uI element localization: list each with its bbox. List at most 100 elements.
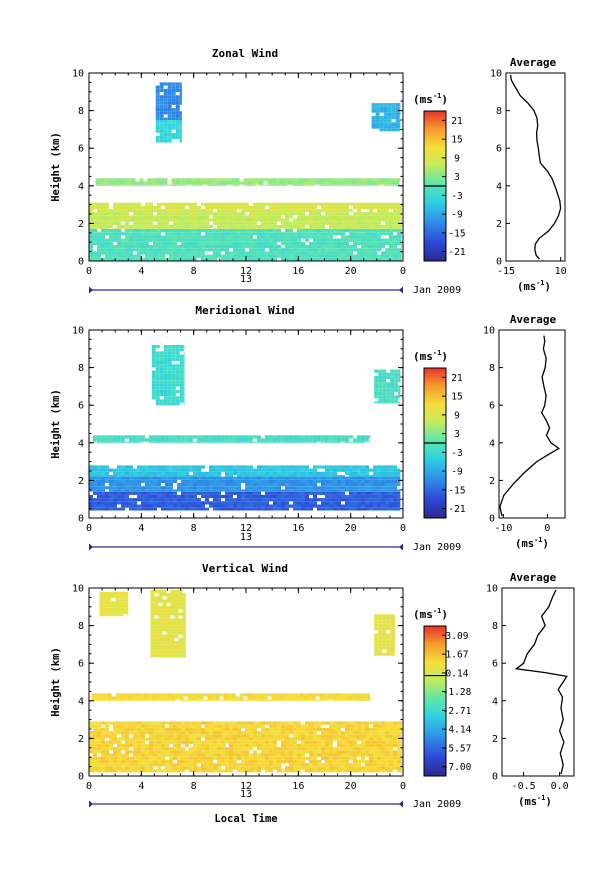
heatmap-cell <box>163 364 168 368</box>
heatmap-cell <box>101 753 105 757</box>
heatmap-cell <box>154 634 159 638</box>
heatmap-cell <box>113 750 117 754</box>
heatmap-cell <box>397 215 401 219</box>
heatmap-cell <box>373 737 377 741</box>
heatmap-cell <box>367 699 371 701</box>
heatmap-cell <box>329 209 333 213</box>
heatmap-cell <box>249 218 253 222</box>
heatmap-cell <box>390 369 395 373</box>
heatmap-cell <box>154 653 159 658</box>
heatmap-cell <box>378 379 383 383</box>
heatmap-cell <box>309 224 313 229</box>
heatmap-cell <box>371 125 376 129</box>
heatmap-cell <box>345 251 349 255</box>
heatmap-cell <box>325 215 329 219</box>
heatmap-cell <box>323 696 328 700</box>
heatmap-cell <box>293 232 297 236</box>
heatmap-cell <box>149 224 153 229</box>
heatmap-cell <box>305 750 309 754</box>
heatmap-cell <box>385 491 389 495</box>
heatmap-cell <box>103 184 108 186</box>
heatmap-cell <box>325 257 329 261</box>
heatmap-cell <box>155 377 160 381</box>
heatmap-cell <box>393 721 397 725</box>
heatmap-cell <box>241 245 245 249</box>
heatmap-cell <box>375 106 380 110</box>
heatmap-cell <box>161 471 165 475</box>
heatmap-cell <box>385 468 389 472</box>
heatmap-cell <box>141 241 145 245</box>
heatmap-cell <box>89 737 93 741</box>
heatmap-cell <box>153 238 157 242</box>
heatmap-cell <box>181 498 185 502</box>
heatmap-cell <box>349 498 353 502</box>
heatmap-cell <box>301 215 305 219</box>
heatmap-cell <box>397 238 401 242</box>
heatmap-cell <box>333 245 337 249</box>
heatmap-cell <box>211 693 216 697</box>
heatmap-cell <box>365 215 369 219</box>
heatmap-cell <box>229 483 233 487</box>
date-label: 13 <box>240 532 252 543</box>
heatmap-cell <box>105 475 109 477</box>
heatmap-cell <box>265 750 269 754</box>
heatmap-cell <box>205 209 209 213</box>
heatmap-cell <box>363 693 368 697</box>
y-tick-label: 0 <box>78 514 84 525</box>
heatmap-cell <box>159 139 164 143</box>
heatmap-cell <box>145 218 149 222</box>
heatmap-cell <box>339 693 344 697</box>
heatmap-cell <box>197 491 201 495</box>
heatmap-cell <box>167 82 172 86</box>
colorbar-unit: (ms-1) <box>413 92 448 106</box>
heatmap-cell <box>199 181 204 185</box>
heatmap-cell <box>225 740 229 744</box>
heatmap-cell <box>361 724 365 728</box>
heatmap-cell <box>158 589 163 594</box>
heatmap-cell <box>169 471 173 475</box>
heatmap-cell <box>151 693 156 697</box>
heatmap-cell <box>327 181 332 185</box>
heatmap-cell <box>201 486 205 490</box>
heatmap-cell <box>367 696 371 700</box>
average-y-tick-label: 6 <box>496 144 502 155</box>
heatmap-cell <box>390 623 395 628</box>
heatmap-cell <box>162 599 167 603</box>
heatmap-cell <box>378 643 383 647</box>
heatmap-cell <box>245 471 249 475</box>
heatmap-cell <box>137 753 141 757</box>
heatmap-cell <box>385 498 389 502</box>
heatmap-cell <box>393 254 397 258</box>
heatmap-cell <box>160 435 165 439</box>
heatmap-cell <box>166 615 171 619</box>
heatmap-cell <box>365 479 369 483</box>
heatmap-cell <box>273 218 277 222</box>
x-tick-label: 0 <box>86 523 92 534</box>
heatmap-cell <box>233 202 237 206</box>
heatmap-cell <box>193 235 197 239</box>
heatmap-cell <box>285 747 289 751</box>
heatmap-cell <box>174 647 179 651</box>
heatmap-cell <box>113 479 117 483</box>
heatmap-cell <box>154 612 159 616</box>
heatmap-cell <box>345 476 349 480</box>
heatmap-cell <box>171 114 176 118</box>
heatmap-cell <box>386 617 391 621</box>
heatmap-cell <box>369 254 373 258</box>
heatmap-cell <box>182 644 186 648</box>
heatmap-cell <box>113 740 117 744</box>
heatmap-cell <box>183 393 185 397</box>
heatmap-cell <box>285 238 289 242</box>
heatmap-cell <box>189 731 193 735</box>
heatmap-cell <box>273 221 277 225</box>
heatmap-cell <box>305 734 309 738</box>
heatmap-cell <box>232 438 237 442</box>
heatmap-cell <box>285 743 289 748</box>
heatmap-cell <box>221 232 225 236</box>
heatmap-cell <box>215 178 220 182</box>
heatmap-cell <box>197 727 201 732</box>
heatmap-cell <box>253 205 257 210</box>
heatmap-cell <box>185 721 189 725</box>
heatmap-cell <box>129 476 133 480</box>
heatmap-cell <box>189 221 193 225</box>
